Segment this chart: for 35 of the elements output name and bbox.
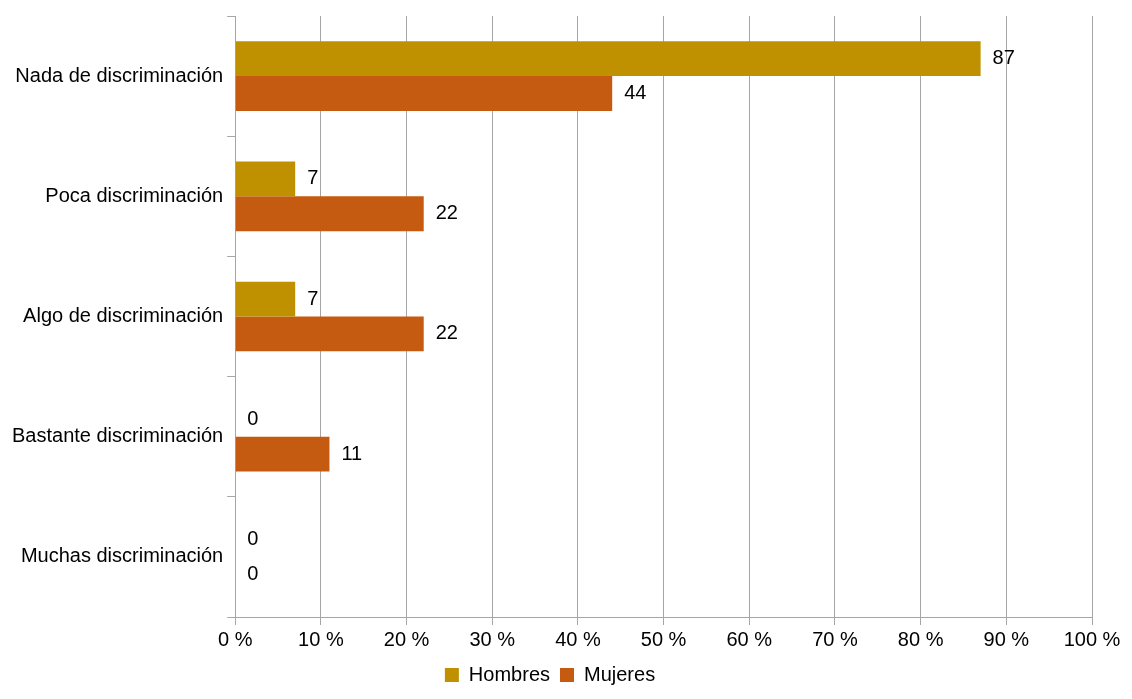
y-tick-label: Muchas discriminación [20,544,224,567]
legend-label: Mujeres [584,662,656,685]
data-label: 7 [307,286,319,309]
y-tick-label: Poca discriminación [45,183,224,206]
x-tick-label: 30 % [469,627,516,650]
x-tick-label: 60 % [726,627,773,650]
y-tick-label: Algo de discriminación [23,304,224,327]
x-tick-label: 70 % [812,627,858,650]
x-tick-label: 50 % [640,627,687,650]
bar [235,41,981,77]
bar [235,196,424,232]
data-label: 0 [247,526,259,549]
data-label: 11 [341,441,363,464]
bar [235,76,613,111]
bar [235,281,296,317]
x-tick-label: 90 % [983,627,1030,650]
data-label: 0 [247,406,259,429]
legend-label: Hombres [468,662,551,685]
y-tick-label: Nada de discriminación [15,63,224,86]
data-label: 0 [247,561,259,584]
data-label: 22 [435,201,458,224]
bar [235,161,296,197]
bar [235,436,330,472]
data-label: 87 [992,46,1015,69]
x-tick-label: 80 % [897,627,944,650]
x-tick-label: 20 % [383,627,430,650]
y-tick-label: Bastante discriminación [11,424,224,447]
bar [235,316,424,352]
x-tick-label: 40 % [555,627,601,650]
data-label: 22 [435,321,458,344]
data-label: 7 [307,166,319,189]
x-tick-label: 100 % [1063,627,1121,650]
x-tick-label: 0 % [217,627,253,650]
data-label: 44 [624,81,647,104]
x-tick-label: 10 % [298,627,344,650]
